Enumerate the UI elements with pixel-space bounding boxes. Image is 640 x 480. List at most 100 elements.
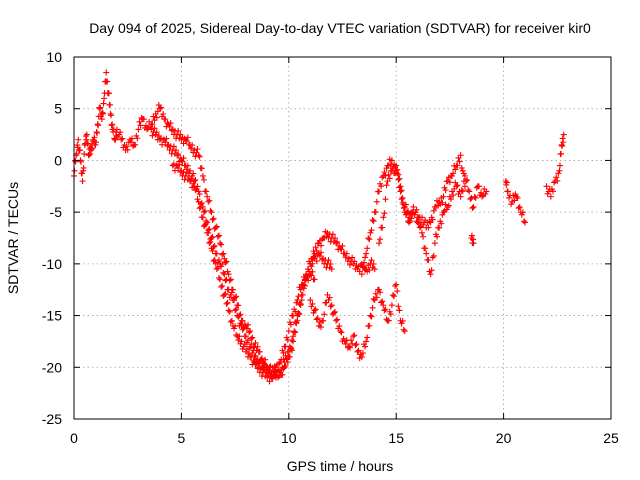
data-point xyxy=(83,131,90,138)
data-point xyxy=(452,166,459,173)
data-point xyxy=(355,347,362,354)
data-point xyxy=(371,266,378,273)
y-tick-labels: -25 -20 -15 -10 -5 0 5 10 xyxy=(42,49,62,427)
data-point xyxy=(206,240,213,247)
data-point xyxy=(560,131,567,138)
data-point xyxy=(220,250,227,257)
data-point xyxy=(207,207,214,214)
data-point xyxy=(396,184,403,191)
data-point xyxy=(397,183,404,190)
data-point xyxy=(543,183,550,190)
data-point xyxy=(157,104,164,111)
data-point xyxy=(472,194,479,201)
y-axis-label: SDTVAR / TECUs xyxy=(5,182,21,294)
data-point xyxy=(193,186,200,193)
data-point xyxy=(257,356,264,363)
data-point xyxy=(370,261,377,268)
data-point xyxy=(327,303,334,310)
data-point xyxy=(101,95,108,102)
data-point xyxy=(103,69,110,76)
data-point xyxy=(234,312,241,319)
data-point xyxy=(379,224,386,231)
data-point xyxy=(359,263,366,270)
data-point xyxy=(363,250,370,257)
y-tick-label: 5 xyxy=(54,101,62,117)
data-point xyxy=(383,182,390,189)
data-point xyxy=(297,286,304,293)
data-point xyxy=(376,240,383,247)
data-point xyxy=(519,209,526,216)
data-point xyxy=(342,254,349,261)
data-point xyxy=(180,140,187,147)
data-point xyxy=(127,139,134,146)
data-point xyxy=(336,323,343,330)
data-point xyxy=(81,150,88,157)
data-point xyxy=(367,229,374,236)
plot-frame xyxy=(73,56,612,420)
data-point xyxy=(290,338,297,345)
data-point xyxy=(175,165,182,172)
data-point xyxy=(348,337,355,344)
data-point xyxy=(226,308,233,315)
data-point xyxy=(198,200,205,207)
data-point xyxy=(305,277,312,284)
data-point xyxy=(225,286,232,293)
data-point xyxy=(293,320,300,327)
data-point xyxy=(467,196,474,203)
data-point xyxy=(434,233,441,240)
data-point xyxy=(156,105,163,112)
data-point xyxy=(392,163,399,170)
data-point xyxy=(278,371,285,378)
data-point xyxy=(213,223,220,230)
data-point xyxy=(369,304,376,311)
data-point xyxy=(504,188,511,195)
data-point xyxy=(149,121,156,128)
data-point xyxy=(233,293,240,300)
y-tick-label: 10 xyxy=(46,49,62,65)
data-point xyxy=(149,132,156,139)
data-point xyxy=(95,122,102,129)
y-tick-label: -25 xyxy=(42,411,62,427)
data-point xyxy=(252,352,259,359)
data-point xyxy=(249,334,256,341)
data-point xyxy=(261,365,268,372)
data-point xyxy=(311,307,318,314)
data-point xyxy=(153,114,160,121)
data-point xyxy=(457,193,464,200)
data-point xyxy=(327,261,334,268)
data-point xyxy=(353,341,360,348)
data-point xyxy=(365,235,372,242)
data-point xyxy=(128,135,135,142)
data-point xyxy=(186,178,193,185)
data-point xyxy=(254,343,261,350)
data-point xyxy=(376,286,383,293)
data-point xyxy=(337,328,344,335)
data-point xyxy=(334,238,341,245)
data-point xyxy=(214,264,221,271)
data-point xyxy=(339,242,346,249)
data-point xyxy=(183,169,190,176)
data-point xyxy=(438,220,445,227)
data-point xyxy=(222,290,229,297)
data-point xyxy=(235,313,242,320)
data-point xyxy=(77,158,84,165)
data-point xyxy=(314,315,321,322)
data-point xyxy=(360,264,367,271)
data-point xyxy=(162,116,169,123)
data-point xyxy=(460,170,467,177)
series-afternoon-e xyxy=(358,156,490,278)
data-point xyxy=(368,257,375,264)
series-lower-band-c xyxy=(169,161,318,385)
data-point xyxy=(358,271,365,278)
data-point xyxy=(275,374,282,381)
data-point xyxy=(559,143,566,150)
data-point xyxy=(232,323,239,330)
data-point xyxy=(351,332,358,339)
data-point xyxy=(219,282,226,289)
data-point xyxy=(449,172,456,179)
data-point xyxy=(184,134,191,141)
data-point xyxy=(308,272,315,279)
data-point xyxy=(199,172,206,179)
data-point xyxy=(135,126,142,133)
data-point xyxy=(108,112,115,119)
